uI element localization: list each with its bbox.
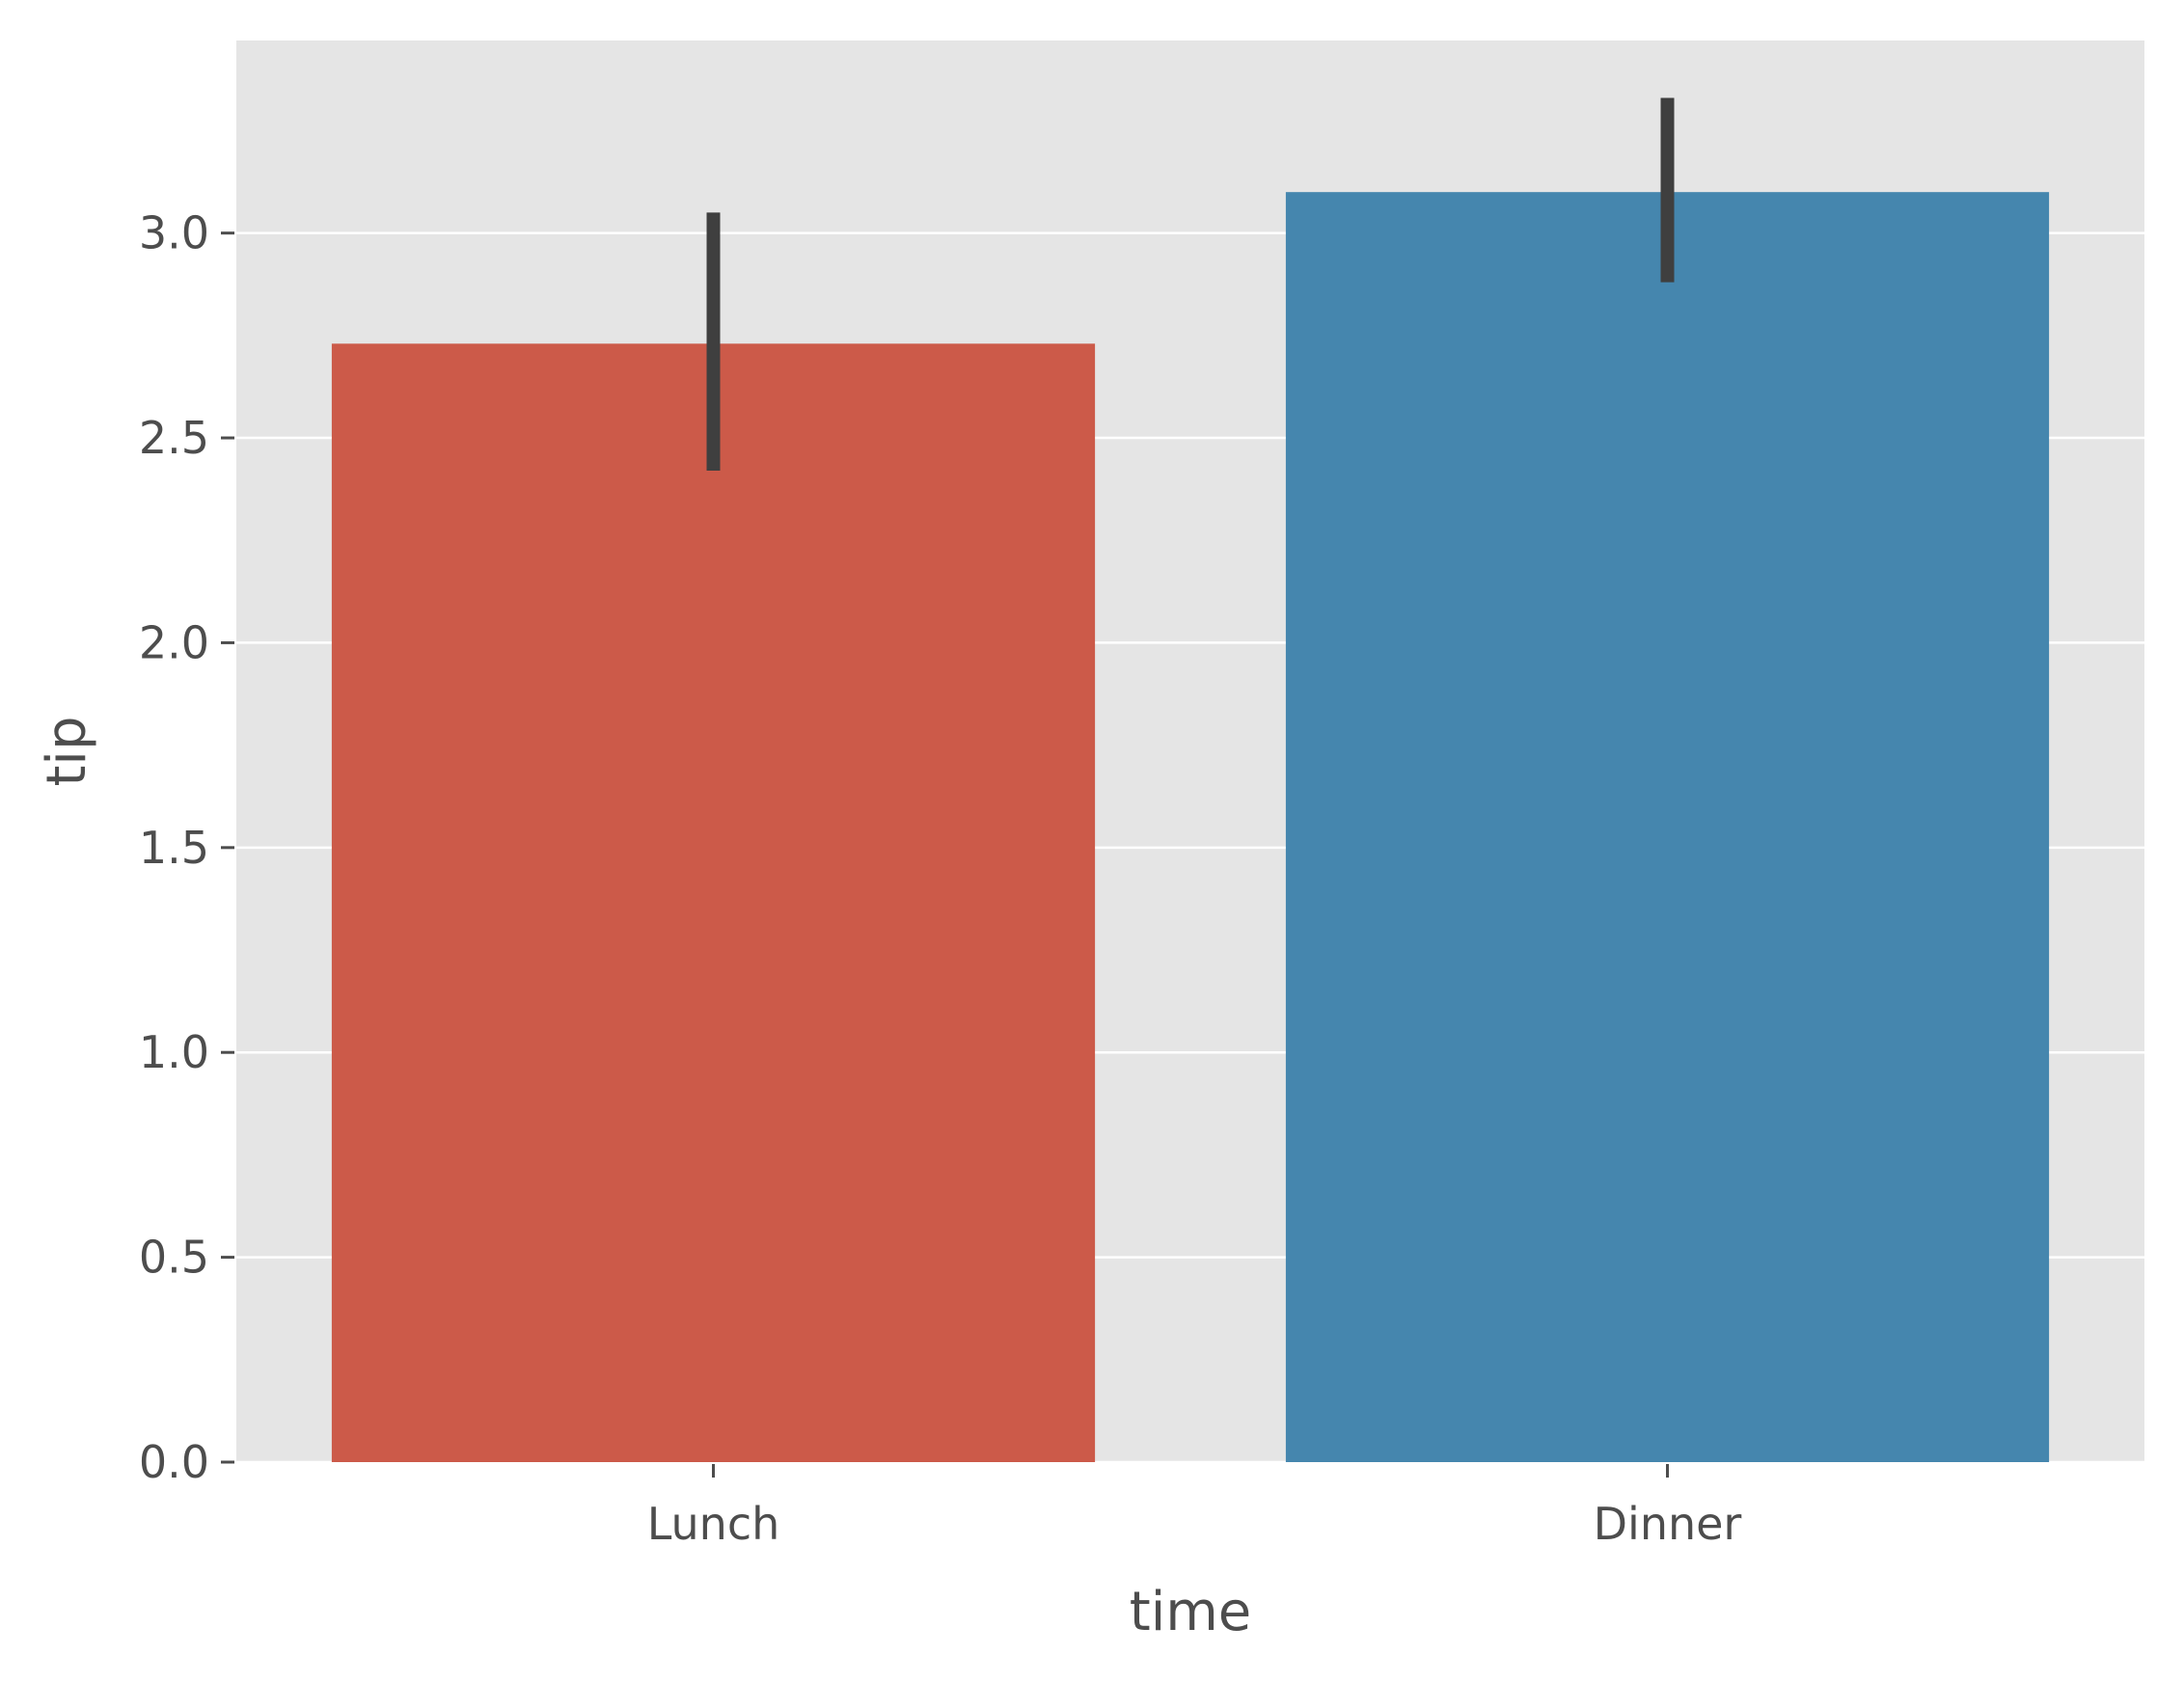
bars: [331, 192, 2050, 1462]
y-axis-label: tip: [36, 716, 98, 786]
y-tick-label: 2.0: [139, 616, 209, 668]
bar-dinner: [1285, 192, 2050, 1462]
x-axis-label: time: [1130, 1581, 1252, 1643]
x-axis: Lunch Dinner: [647, 1464, 1742, 1550]
bar-lunch: [331, 343, 1096, 1462]
x-tick-label: Lunch: [647, 1498, 780, 1550]
y-tick-label: 3.0: [139, 207, 209, 259]
y-axis: 0.0 0.5 1.0 1.5 2.0 2.5 3.0: [139, 207, 234, 1488]
y-tick-label: 0.0: [139, 1436, 209, 1488]
y-tick-label: 1.0: [139, 1026, 209, 1078]
error-bars: [706, 97, 1675, 472]
y-tick-label: 1.5: [139, 822, 209, 874]
y-tick-label: 2.5: [139, 412, 209, 464]
y-tick-label: 0.5: [139, 1232, 209, 1284]
x-tick-label: Dinner: [1594, 1498, 1742, 1550]
